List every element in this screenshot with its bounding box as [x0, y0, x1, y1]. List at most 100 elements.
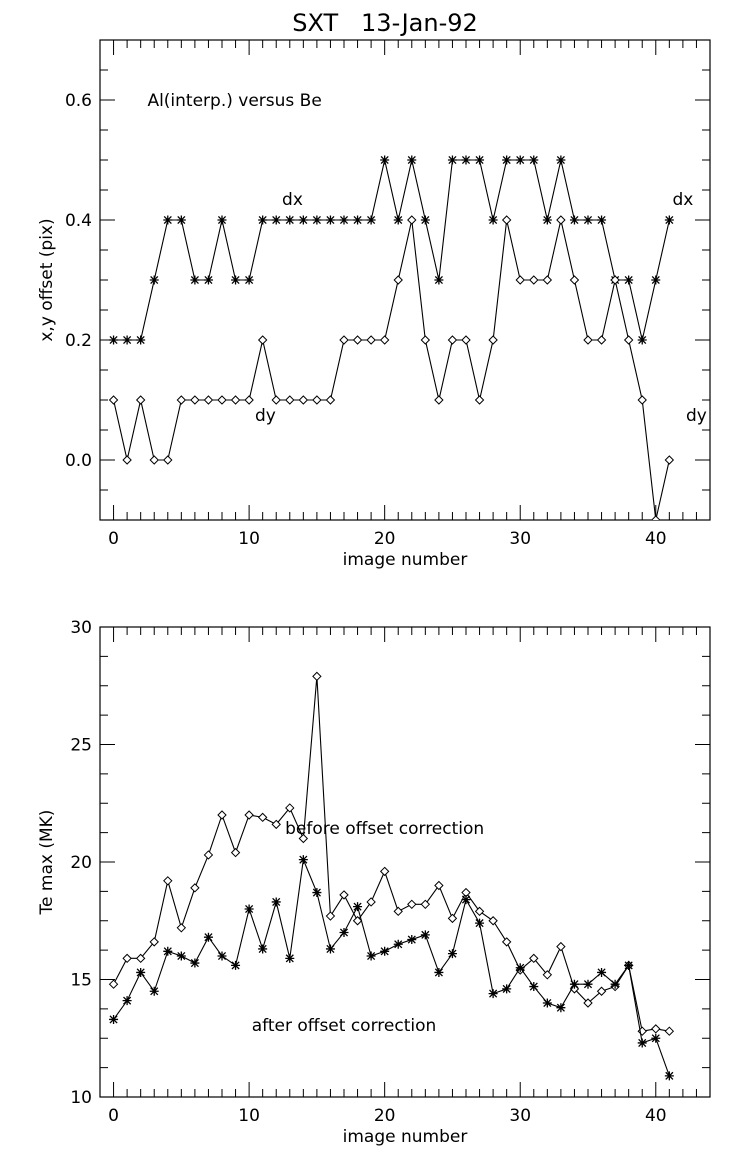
y-ticks — [100, 626, 710, 1098]
data-point-diamond — [434, 880, 444, 891]
data-point-asterisk — [569, 979, 579, 989]
data-point-asterisk — [556, 155, 566, 165]
data-point-diamond — [244, 395, 254, 405]
data-point-diamond — [285, 395, 295, 405]
data-point-diamond — [393, 275, 403, 285]
data-point-diamond — [596, 986, 607, 996]
data-point-diamond — [637, 395, 647, 405]
data-point-diamond — [379, 866, 390, 877]
data-point-asterisk — [475, 918, 485, 928]
data-point-diamond — [325, 395, 336, 405]
y-tick-label: 0.4 — [65, 211, 92, 231]
y-axis-label: x,y offset (pix) — [37, 218, 57, 341]
series-before-offset-correction — [108, 671, 675, 1036]
data-point-diamond — [149, 937, 159, 947]
data-point-diamond — [366, 335, 376, 345]
data-point-diamond — [488, 916, 498, 926]
data-point-diamond — [271, 395, 281, 405]
data-point-asterisk — [244, 904, 254, 914]
series-dx — [109, 155, 674, 345]
data-point-asterisk — [190, 958, 200, 968]
data-point-asterisk — [624, 275, 634, 285]
data-point-diamond — [217, 395, 227, 405]
data-point-diamond — [556, 941, 566, 952]
data-point-diamond — [461, 335, 471, 345]
data-point-asterisk — [136, 335, 146, 345]
series-after-offset-correction — [109, 855, 674, 1081]
data-point-diamond — [583, 335, 593, 345]
data-point-diamond — [339, 335, 349, 345]
data-point-asterisk — [407, 155, 417, 165]
series-annotation: dy — [255, 406, 276, 426]
data-point-diamond — [135, 395, 146, 405]
data-point-asterisk — [244, 275, 254, 285]
data-point-diamond — [623, 335, 634, 345]
data-point-asterisk — [447, 949, 457, 959]
data-point-asterisk — [190, 275, 200, 285]
data-point-asterisk — [447, 155, 457, 165]
data-point-asterisk — [298, 215, 308, 225]
data-point-asterisk — [583, 215, 593, 225]
data-point-asterisk — [298, 855, 308, 865]
data-point-diamond — [474, 395, 485, 405]
x-ticks — [99, 627, 711, 1097]
data-point-diamond — [190, 883, 200, 893]
data-point-diamond — [108, 979, 119, 989]
data-point-asterisk — [637, 335, 647, 345]
y-axis-label: Te max (MK) — [37, 810, 57, 916]
data-point-asterisk — [420, 215, 430, 225]
data-point-diamond — [176, 395, 187, 405]
data-point-diamond — [298, 833, 309, 844]
panel-annotation: Al(interp.) versus Be — [147, 91, 321, 111]
data-point-diamond — [122, 455, 132, 465]
data-point-diamond — [163, 455, 173, 465]
data-point-diamond — [203, 850, 214, 860]
data-point-diamond — [271, 819, 281, 830]
data-point-diamond — [285, 803, 295, 813]
data-point-asterisk — [285, 215, 295, 225]
data-point-asterisk — [407, 935, 417, 945]
y-tick-label: 10 — [70, 1088, 92, 1108]
data-point-asterisk — [122, 996, 132, 1006]
y-tick-label: 0.6 — [65, 91, 92, 111]
x-tick-label: 20 — [374, 529, 396, 549]
data-point-diamond — [651, 515, 661, 520]
temperature-panel: 0 10 20 30 40 10 15 20 25 30 image number Te max (M… — [37, 618, 711, 1147]
data-point-diamond — [122, 953, 132, 964]
data-point-asterisk — [502, 984, 512, 994]
data-point-asterisk — [366, 215, 376, 225]
x-tick-label: 40 — [645, 529, 667, 549]
data-point-asterisk — [271, 215, 281, 225]
data-point-diamond — [569, 275, 580, 285]
data-point-diamond — [312, 671, 322, 682]
data-point-diamond — [203, 395, 214, 405]
data-point-asterisk — [271, 897, 281, 907]
data-point-asterisk — [163, 215, 173, 225]
data-point-asterisk — [569, 215, 579, 225]
data-point-asterisk — [380, 946, 390, 956]
data-point-diamond — [257, 812, 268, 823]
data-point-diamond — [217, 810, 227, 820]
data-point-asterisk — [420, 930, 430, 940]
data-point-diamond — [420, 335, 431, 345]
data-point-asterisk — [434, 967, 444, 977]
data-point-diamond — [529, 275, 539, 285]
data-point-asterisk — [339, 928, 349, 937]
data-point-diamond — [515, 275, 525, 285]
data-point-diamond — [163, 876, 173, 886]
data-point-asterisk — [393, 939, 403, 949]
data-point-asterisk — [163, 946, 173, 956]
y-tick-label: 25 — [70, 736, 92, 756]
data-point-asterisk — [515, 963, 525, 973]
data-point-asterisk — [488, 989, 498, 999]
data-point-diamond — [325, 911, 336, 921]
data-point-asterisk — [312, 215, 322, 225]
series-annotation: after offset correction — [252, 1016, 437, 1036]
data-point-diamond — [529, 953, 539, 964]
data-point-asterisk — [258, 944, 268, 954]
data-point-asterisk — [285, 953, 295, 963]
data-point-diamond — [596, 335, 607, 345]
data-point-asterisk — [597, 215, 607, 225]
data-point-diamond — [501, 215, 512, 225]
data-point-asterisk — [312, 888, 322, 898]
